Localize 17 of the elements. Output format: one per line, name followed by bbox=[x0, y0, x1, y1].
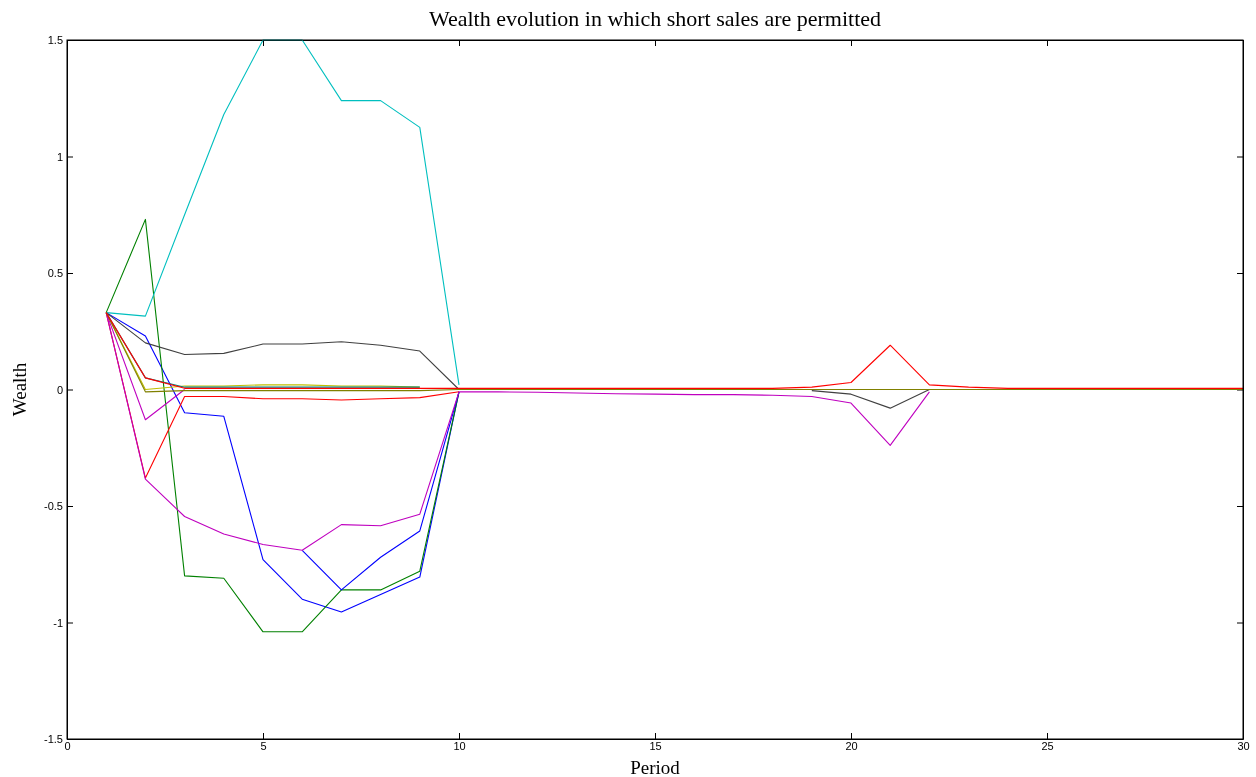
y-tick-label: 0 bbox=[56, 383, 63, 396]
x-tick-label: 25 bbox=[1041, 739, 1054, 752]
y-tick-label: -0.5 bbox=[44, 500, 63, 513]
y-tick-label: 0.5 bbox=[47, 267, 63, 280]
x-tick-label: 0 bbox=[64, 739, 71, 752]
x-tick-label: 30 bbox=[1237, 739, 1250, 752]
y-tick-label: 1.5 bbox=[47, 34, 63, 47]
y-tick-label: 1 bbox=[56, 150, 63, 163]
y-tick-label: -1 bbox=[53, 616, 63, 629]
y-tick-label: -1.5 bbox=[44, 733, 63, 746]
x-axis-title: Period bbox=[630, 757, 681, 777]
x-tick-label: 5 bbox=[260, 739, 267, 752]
x-tick-label: 10 bbox=[453, 739, 466, 752]
x-tick-label: 20 bbox=[845, 739, 858, 752]
x-tick-label: 15 bbox=[649, 739, 662, 752]
y-axis-title: Wealth bbox=[9, 362, 30, 417]
chart-title: Wealth evolution in which short sales are permitted bbox=[428, 6, 882, 31]
